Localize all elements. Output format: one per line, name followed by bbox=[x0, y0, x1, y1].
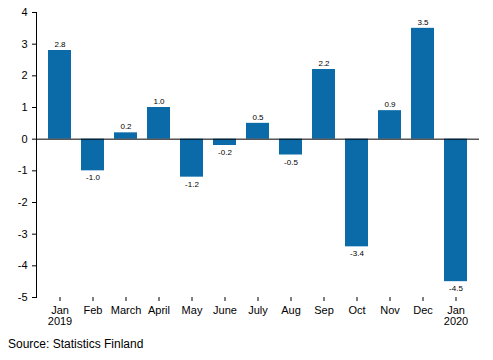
svg-text:April: April bbox=[148, 304, 170, 316]
svg-text:July: July bbox=[248, 304, 268, 316]
svg-text:0.2: 0.2 bbox=[120, 122, 132, 131]
svg-text:1: 1 bbox=[21, 101, 27, 113]
svg-text:3: 3 bbox=[21, 38, 27, 50]
svg-text:3.5: 3.5 bbox=[417, 18, 429, 27]
svg-text:-0.5: -0.5 bbox=[284, 158, 298, 167]
svg-text:-1: -1 bbox=[18, 164, 28, 176]
svg-text:June: June bbox=[213, 304, 237, 316]
svg-text:-3: -3 bbox=[18, 228, 28, 240]
svg-text:May: May bbox=[182, 304, 203, 316]
svg-text:Aug: Aug bbox=[281, 304, 301, 316]
svg-text:-4: -4 bbox=[18, 259, 28, 271]
svg-text:-5: -5 bbox=[18, 291, 28, 303]
svg-text:March: March bbox=[111, 304, 142, 316]
svg-text:-1.0: -1.0 bbox=[86, 173, 100, 182]
svg-text:-4.5: -4.5 bbox=[449, 284, 463, 293]
svg-text:2: 2 bbox=[21, 69, 27, 81]
svg-text:0.9: 0.9 bbox=[384, 100, 396, 109]
svg-text:0: 0 bbox=[21, 133, 27, 145]
svg-text:0.5: 0.5 bbox=[252, 113, 264, 122]
svg-text:-1.2: -1.2 bbox=[185, 180, 199, 189]
svg-text:Oct: Oct bbox=[348, 304, 365, 316]
svg-text:4: 4 bbox=[21, 6, 27, 18]
svg-text:1.0: 1.0 bbox=[153, 97, 165, 106]
svg-text:-3.4: -3.4 bbox=[350, 249, 364, 258]
svg-text:Nov: Nov bbox=[380, 304, 400, 316]
svg-text:-0.2: -0.2 bbox=[218, 148, 232, 157]
svg-text:Jan2019: Jan2019 bbox=[48, 304, 72, 327]
svg-text:-2: -2 bbox=[18, 196, 28, 208]
svg-text:2.2: 2.2 bbox=[318, 59, 330, 68]
svg-text:2.8: 2.8 bbox=[54, 40, 66, 49]
svg-text:Sep: Sep bbox=[314, 304, 334, 316]
svg-text:Jan2020: Jan2020 bbox=[444, 304, 468, 327]
svg-text:Feb: Feb bbox=[84, 304, 103, 316]
html-text:Source: Statistics Finland: Source: Statistics Finland bbox=[8, 337, 144, 351]
svg-text:Dec: Dec bbox=[413, 304, 433, 316]
